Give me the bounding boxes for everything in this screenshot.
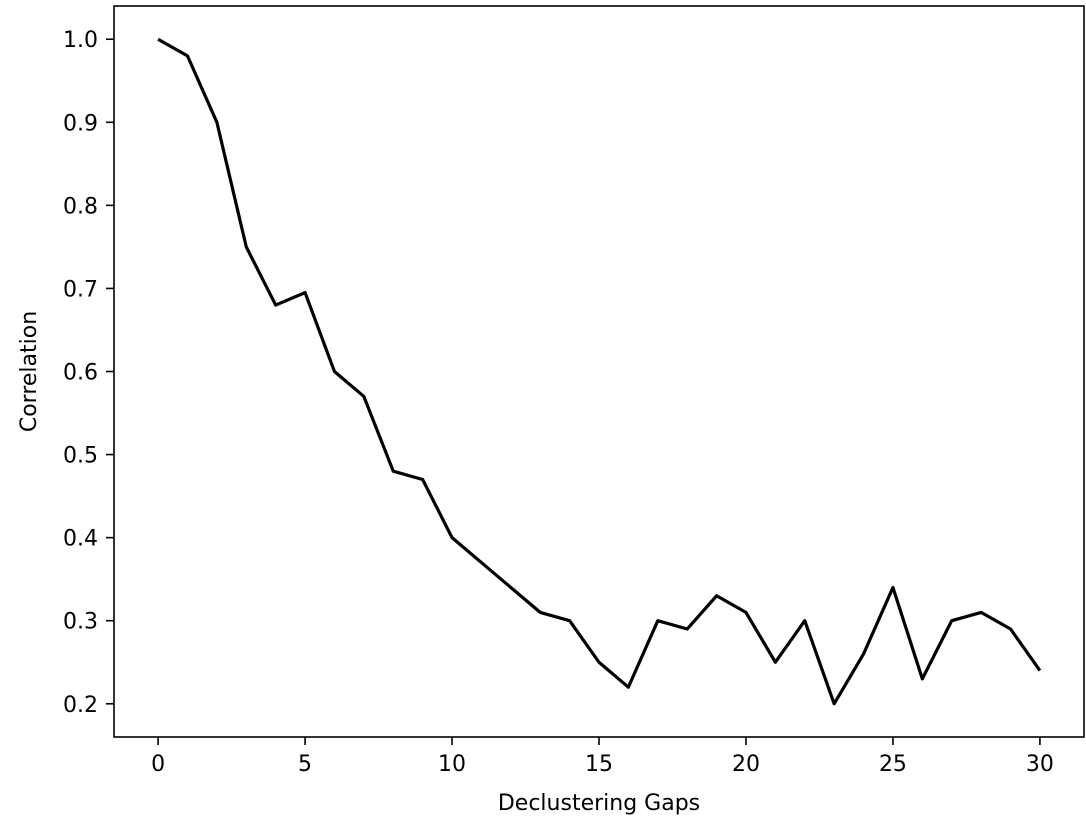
y-axis: 0.2 0.3 0.4 0.5 0.6 0.7 0.8 0.9 1.0 — [63, 28, 114, 718]
y-tick-label: 0.9 — [63, 111, 98, 136]
x-axis-title: Declustering Gaps — [498, 791, 700, 816]
x-tick-label: 30 — [1026, 752, 1054, 777]
x-tick-label: 15 — [585, 752, 613, 777]
x-axis: 0 5 10 15 20 25 30 — [151, 737, 1054, 777]
series-line — [157, 37, 1042, 706]
y-tick-label: 0.2 — [63, 693, 98, 718]
y-tick-label: 0.3 — [63, 610, 98, 635]
y-tick-label: 0.6 — [63, 361, 98, 386]
x-tick-label: 25 — [879, 752, 907, 777]
y-tick-label: 0.7 — [63, 277, 98, 302]
y-axis-title: Correlation — [17, 311, 42, 432]
x-tick-label: 20 — [732, 752, 760, 777]
y-tick-label: 0.8 — [63, 194, 98, 219]
y-tick-label: 1.0 — [63, 28, 98, 53]
series-layer — [157, 37, 1042, 706]
x-tick-label: 5 — [298, 752, 312, 777]
x-tick-label: 10 — [438, 752, 466, 777]
plot-area-frame — [113, 5, 1085, 738]
y-tick-label: 0.5 — [63, 444, 98, 469]
y-tick-label: 0.4 — [63, 527, 98, 552]
x-tick-label: 0 — [151, 752, 165, 777]
